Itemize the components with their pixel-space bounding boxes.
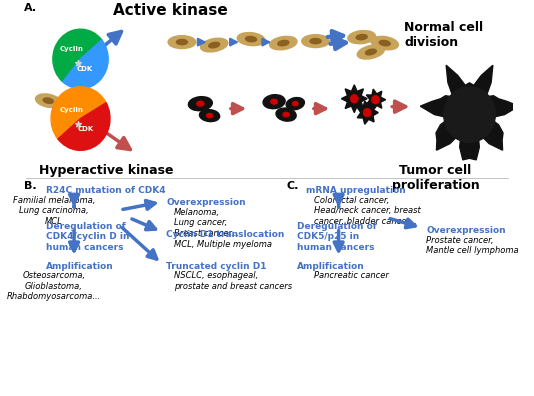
Polygon shape (366, 89, 386, 110)
Ellipse shape (293, 102, 298, 106)
Text: R24C mutation of CDK4: R24C mutation of CDK4 (46, 186, 166, 195)
Text: Cyclin: Cyclin (59, 46, 83, 52)
Ellipse shape (283, 112, 289, 117)
Point (74, 120, 82, 127)
Text: Melanoma,
Lung cancer,
Breast cancer...: Melanoma, Lung cancer, Breast cancer... (174, 208, 239, 238)
Polygon shape (341, 85, 367, 112)
Text: Tumor cell
proliferation: Tumor cell proliferation (391, 164, 480, 192)
Ellipse shape (371, 36, 398, 50)
Text: A.: A. (25, 4, 37, 13)
Text: Cyclin: Cyclin (59, 107, 83, 112)
Wedge shape (51, 87, 106, 139)
Ellipse shape (189, 97, 213, 110)
Text: Cyclin D1 translocation: Cyclin D1 translocation (166, 230, 285, 239)
Text: NSCLC, esophageal,
prostate and breast cancers: NSCLC, esophageal, prostate and breast c… (174, 272, 292, 291)
Ellipse shape (278, 40, 289, 46)
Ellipse shape (176, 40, 187, 45)
Ellipse shape (246, 36, 256, 42)
Circle shape (351, 95, 358, 103)
Ellipse shape (357, 45, 384, 59)
Ellipse shape (43, 98, 53, 103)
Circle shape (372, 96, 379, 104)
Ellipse shape (270, 36, 297, 50)
Ellipse shape (209, 42, 219, 48)
Circle shape (444, 87, 496, 143)
Text: Amplification: Amplification (46, 261, 114, 270)
Text: CDK: CDK (78, 126, 94, 133)
Ellipse shape (36, 94, 61, 107)
Ellipse shape (201, 38, 228, 52)
Text: Osteosarcoma,
Glioblastoma,
Rhabdomyosarcoma...: Osteosarcoma, Glioblastoma, Rhabdomyosar… (6, 272, 101, 301)
Ellipse shape (197, 101, 204, 106)
Ellipse shape (379, 40, 390, 46)
Text: mRNA upregulation: mRNA upregulation (307, 186, 406, 195)
Point (74, 60, 82, 66)
Text: Colorectal cancer,
Head/neck cancer, breast
cancer, bladder cancer...: Colorectal cancer, Head/neck cancer, bre… (314, 196, 420, 226)
Text: CDK: CDK (77, 66, 93, 72)
Text: Prostate cancer,
Mantle cell lymphoma: Prostate cancer, Mantle cell lymphoma (426, 236, 519, 255)
Wedge shape (63, 40, 108, 89)
Ellipse shape (348, 30, 375, 44)
Ellipse shape (310, 38, 321, 44)
Circle shape (364, 109, 371, 116)
Ellipse shape (276, 108, 296, 121)
Ellipse shape (286, 97, 304, 110)
Ellipse shape (207, 114, 213, 118)
Ellipse shape (356, 34, 367, 40)
Polygon shape (420, 65, 519, 160)
Ellipse shape (263, 95, 285, 109)
Polygon shape (357, 101, 378, 124)
Text: Hyperactive kinase: Hyperactive kinase (39, 164, 174, 177)
Text: Pancreatic cancer: Pancreatic cancer (314, 272, 389, 280)
Text: Truncated cyclin D1: Truncated cyclin D1 (166, 261, 267, 270)
Text: Deregulation of
CDK4/cyclin D in
human cancers: Deregulation of CDK4/cyclin D in human c… (46, 222, 130, 251)
Wedge shape (58, 103, 110, 150)
Ellipse shape (168, 36, 196, 49)
Text: Deregulation of
CDK5/p25 in
human cancers: Deregulation of CDK5/p25 in human cancer… (297, 222, 377, 251)
Ellipse shape (271, 99, 278, 104)
Ellipse shape (365, 49, 376, 55)
Text: Active kinase: Active kinase (113, 4, 227, 18)
Wedge shape (53, 29, 101, 82)
Text: B.: B. (25, 181, 37, 191)
Ellipse shape (200, 110, 219, 122)
Text: Amplification: Amplification (297, 261, 365, 270)
Text: Overexpression: Overexpression (166, 198, 246, 207)
Text: Normal cell
division: Normal cell division (404, 21, 483, 49)
Text: MCL, Multiple myeloma: MCL, Multiple myeloma (174, 240, 272, 249)
Ellipse shape (237, 32, 265, 46)
Text: Overexpression: Overexpression (426, 226, 506, 235)
Text: C.: C. (286, 181, 299, 191)
Ellipse shape (302, 35, 329, 48)
Text: Familial melanoma,
Lung carcinoma,
MCL: Familial melanoma, Lung carcinoma, MCL (13, 196, 95, 226)
